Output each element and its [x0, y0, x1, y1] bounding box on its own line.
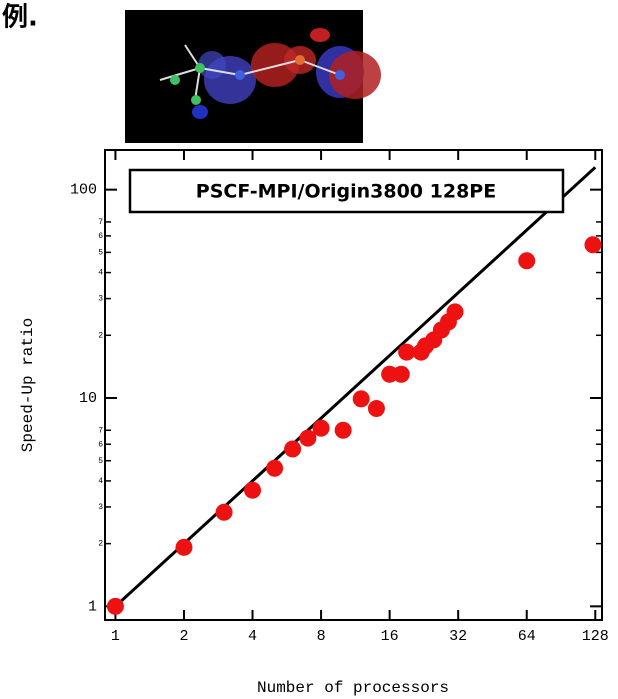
y-minor-tick-label: 4	[98, 269, 103, 278]
x-tick-label: 4	[248, 628, 257, 645]
data-point	[518, 252, 535, 269]
x-tick-label: 32	[449, 628, 467, 645]
annotation: PSCF-MPI/Origin3800 128PE	[196, 181, 496, 203]
y-minor-tick-label: 2	[98, 540, 103, 549]
header-text: 例.	[2, 3, 38, 33]
data-point	[216, 504, 233, 521]
data-point	[353, 390, 370, 407]
data-point	[398, 344, 415, 361]
y-minor-tick-label: 6	[98, 440, 103, 449]
y-minor-tick-label: 7	[98, 218, 103, 227]
data-point	[393, 366, 410, 383]
x-tick-label: 128	[582, 628, 609, 645]
y-tick-label: 1	[88, 598, 97, 615]
x-tick-label: 1	[111, 628, 120, 645]
y-tick-label: 10	[79, 390, 97, 407]
y-minor-tick-label: 7	[98, 426, 103, 435]
data-point	[313, 420, 330, 437]
page: 例. Number of processors Speed-Up ratio 1…	[0, 0, 618, 699]
data-point	[266, 460, 283, 477]
y-minor-tick-label: 2	[98, 331, 103, 340]
y-minor-tick-label: 5	[98, 248, 103, 257]
x-axis-label: Number of processors	[257, 679, 449, 697]
y-minor-tick-label: 4	[98, 477, 103, 486]
data-point	[284, 441, 301, 458]
page-canvas: 例. Number of processors Speed-Up ratio 1…	[0, 0, 618, 699]
y-minor-tick-label: 3	[98, 503, 103, 512]
y-tick-label: 100	[70, 182, 97, 199]
data-point	[175, 539, 192, 556]
x-tick-label: 16	[381, 628, 399, 645]
data-point	[244, 482, 261, 499]
molecule-image	[125, 10, 381, 143]
data-point	[368, 400, 385, 417]
data-point	[107, 598, 124, 615]
data-point	[584, 236, 601, 253]
x-tick-label: 64	[518, 628, 536, 645]
y-minor-tick-label: 3	[98, 295, 103, 304]
y-axis-label: Speed-Up ratio	[19, 318, 37, 452]
y-minor-tick-label: 6	[98, 232, 103, 241]
data-point	[447, 303, 464, 320]
x-tick-label: 8	[317, 628, 326, 645]
data-point	[335, 422, 352, 439]
x-tick-label: 2	[179, 628, 188, 645]
y-minor-tick-label: 5	[98, 457, 103, 466]
